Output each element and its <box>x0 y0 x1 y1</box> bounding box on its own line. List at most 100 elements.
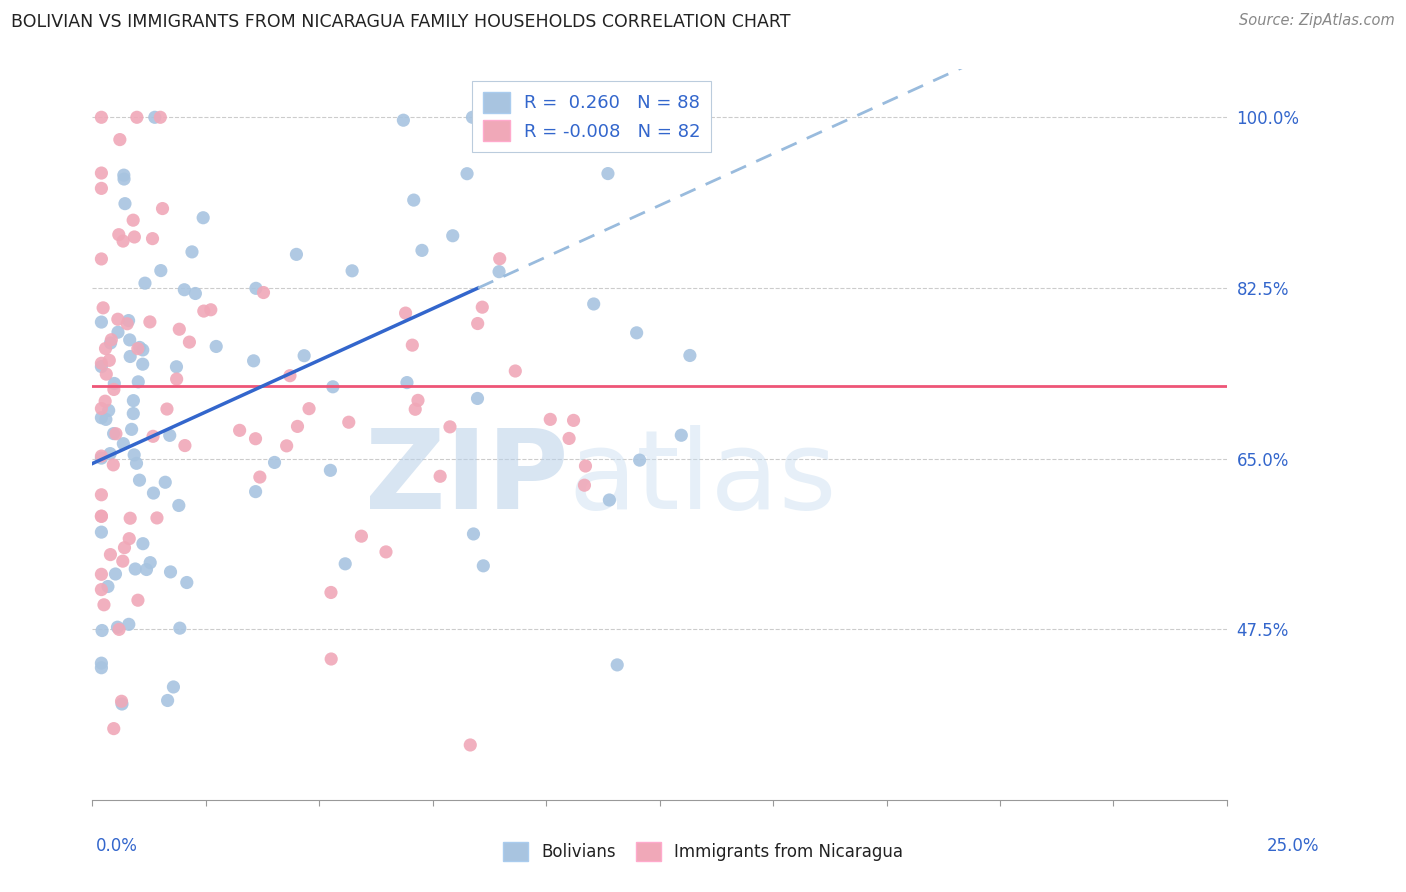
Point <box>103 458 125 472</box>
Point <box>90 359 112 374</box>
Point <box>90 356 112 370</box>
Point <box>142 486 165 500</box>
Point <box>205 339 228 353</box>
Point <box>146 511 169 525</box>
Point <box>402 193 425 207</box>
Point <box>461 110 484 124</box>
Y-axis label: Family Households: Family Households <box>0 357 8 512</box>
Point <box>132 537 155 551</box>
Point <box>93 598 115 612</box>
Point <box>596 167 619 181</box>
Point <box>411 244 433 258</box>
Point <box>319 463 342 477</box>
Point <box>174 439 197 453</box>
Point <box>132 343 155 357</box>
Point <box>252 285 274 300</box>
Point <box>156 402 179 417</box>
Point <box>90 488 112 502</box>
Point <box>125 110 148 124</box>
Point <box>100 548 122 562</box>
Point <box>335 557 357 571</box>
Point <box>91 301 114 315</box>
Point <box>278 368 301 383</box>
Point <box>127 375 149 389</box>
Point <box>488 265 510 279</box>
Point <box>118 617 141 632</box>
Point <box>98 447 121 461</box>
Point <box>104 566 127 581</box>
Point <box>90 410 112 425</box>
Point <box>292 349 315 363</box>
Legend: Bolivians, Immigrants from Nicaragua: Bolivians, Immigrants from Nicaragua <box>496 835 910 868</box>
Point <box>200 302 222 317</box>
Point <box>90 110 112 124</box>
Point <box>104 426 127 441</box>
Point <box>107 325 129 339</box>
Point <box>97 403 120 417</box>
Point <box>90 509 112 524</box>
Point <box>118 333 141 347</box>
Point <box>488 252 510 266</box>
Point <box>97 580 120 594</box>
Text: BOLIVIAN VS IMMIGRANTS FROM NICARAGUA FAMILY HOUSEHOLDS CORRELATION CHART: BOLIVIAN VS IMMIGRANTS FROM NICARAGUA FA… <box>11 13 790 31</box>
Point <box>143 110 166 124</box>
Point <box>128 473 150 487</box>
Point <box>505 364 527 378</box>
Point <box>458 738 481 752</box>
Point <box>245 432 267 446</box>
Point <box>117 313 139 327</box>
Point <box>103 383 125 397</box>
Point <box>120 511 142 525</box>
Point <box>114 196 136 211</box>
Point <box>112 172 135 186</box>
Point <box>90 449 112 463</box>
Point <box>90 656 112 670</box>
Point <box>401 338 423 352</box>
Point <box>574 478 596 492</box>
Point <box>139 556 162 570</box>
Text: ZIP: ZIP <box>366 425 569 532</box>
Point <box>179 335 201 350</box>
Point <box>94 412 117 426</box>
Point <box>90 166 112 180</box>
Point <box>122 407 145 421</box>
Point <box>319 585 342 599</box>
Point <box>155 475 177 490</box>
Point <box>122 448 145 462</box>
Point <box>125 456 148 470</box>
Point <box>406 393 429 408</box>
Point <box>606 657 628 672</box>
Point <box>94 342 117 356</box>
Point <box>242 354 264 368</box>
Point <box>107 227 129 242</box>
Point <box>90 582 112 597</box>
Point <box>340 264 363 278</box>
Point <box>121 422 143 436</box>
Point <box>90 315 112 329</box>
Point <box>103 426 125 441</box>
Point <box>598 493 620 508</box>
Point <box>112 234 135 248</box>
Point <box>375 545 398 559</box>
Point <box>152 202 174 216</box>
Point <box>184 286 207 301</box>
Point <box>110 694 132 708</box>
Point <box>100 336 122 351</box>
Point <box>626 326 648 340</box>
Point <box>91 624 114 638</box>
Point <box>249 470 271 484</box>
Point <box>107 312 129 326</box>
Point <box>166 359 188 374</box>
Point <box>149 110 172 124</box>
Point <box>321 652 343 666</box>
Point <box>558 432 581 446</box>
Point <box>679 349 702 363</box>
Point <box>173 283 195 297</box>
Text: Source: ZipAtlas.com: Source: ZipAtlas.com <box>1239 13 1395 29</box>
Point <box>404 402 426 417</box>
Point <box>472 558 495 573</box>
Point <box>107 620 129 634</box>
Point <box>176 575 198 590</box>
Point <box>350 529 373 543</box>
Point <box>127 593 149 607</box>
